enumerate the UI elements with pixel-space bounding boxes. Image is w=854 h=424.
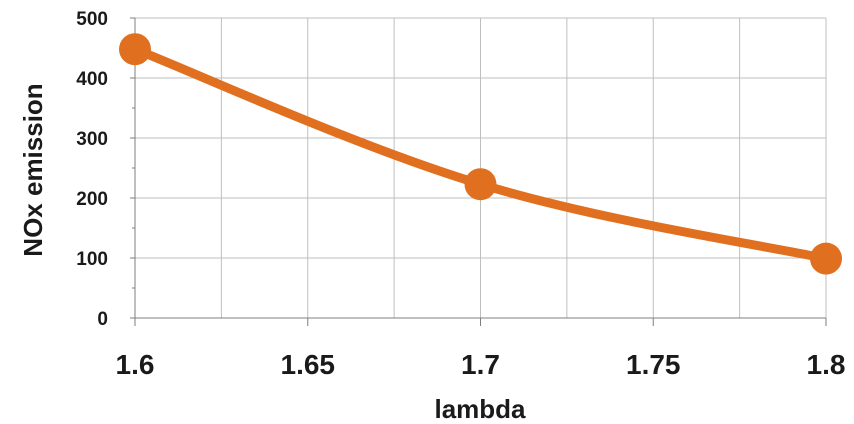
y-tick-label: 100 [76, 249, 108, 270]
y-tick-label: 200 [76, 189, 108, 210]
y-tick-label: 500 [76, 9, 108, 30]
y-tick-label: 0 [97, 309, 108, 330]
y-tick-label: 400 [76, 69, 108, 90]
tick-labels: 0 100 200 300 400 500 1.6 1.65 1.7 1.75 1.8 [76, 9, 845, 380]
x-tick-label: 1.7 [461, 349, 500, 380]
x-tick-label: 1.6 [116, 349, 155, 380]
x-tick-label: 1.8 [807, 349, 846, 380]
data-point-marker [119, 33, 151, 66]
grid [134, 17, 827, 318]
x-tick-label: 1.75 [626, 349, 681, 380]
series-layer [119, 33, 842, 275]
x-axis-title: lambda [434, 394, 526, 424]
axes [130, 17, 827, 326]
x-tick-label: 1.65 [281, 349, 336, 380]
y-tick-label: 300 [76, 129, 108, 150]
data-point-marker [810, 242, 842, 275]
data-point-marker [464, 168, 497, 201]
y-axis-title: NOx emission [18, 83, 48, 256]
